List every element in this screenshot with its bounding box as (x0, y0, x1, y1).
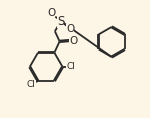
Text: O: O (47, 8, 56, 18)
Text: O: O (66, 24, 74, 34)
Text: Cl: Cl (66, 62, 75, 71)
Text: Cl: Cl (27, 80, 36, 89)
Text: O: O (69, 36, 77, 46)
Text: S: S (57, 15, 64, 28)
